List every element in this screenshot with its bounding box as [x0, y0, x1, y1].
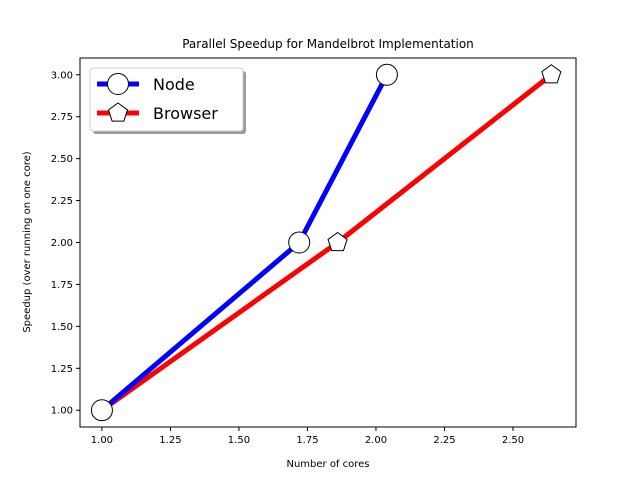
series-point-node-1 [288, 231, 311, 254]
plot-frame [79, 57, 577, 428]
x-tick-label-1: 1.25 [159, 435, 181, 446]
series-point-browser-1 [327, 231, 348, 252]
legend-marker-node [107, 73, 129, 95]
chart-title: Parallel Speedup for Mandelbrot Implemen… [182, 37, 474, 51]
y-tick-label-5: 2.25 [51, 196, 73, 207]
y-tick-label-1: 1.25 [51, 364, 73, 375]
x-tick-label-0: 1.00 [91, 435, 113, 446]
x-tick-label-2: 1.50 [228, 435, 250, 446]
legend: Node Browser [89, 67, 246, 134]
legend-label-node: Node [153, 75, 195, 94]
legend-label-browser: Browser [153, 104, 218, 123]
x-tick-label-5: 2.25 [433, 435, 455, 446]
series-point-node-2 [375, 63, 398, 86]
y-tick-label-8: 3.00 [51, 70, 73, 81]
series-point-node-0 [90, 399, 113, 422]
x-tick-label-4: 2.00 [365, 435, 387, 446]
y-tick-label-0: 1.00 [51, 406, 73, 417]
y-axis-label: Speedup (over running on one core) [22, 151, 33, 332]
legend-marker-browser [107, 102, 129, 122]
y-tick-label-3: 1.75 [51, 280, 73, 291]
y-tick-label-4: 2.00 [51, 238, 73, 249]
series-point-browser-2 [541, 64, 562, 84]
x-axis-label: Number of cores [286, 459, 369, 470]
plot-area: 1.00 1.25 1.50 1.75 2.00 2.25 2.50 1.00 1.25 1.50… [51, 63, 562, 446]
x-tick-label-6: 2.50 [502, 435, 524, 446]
y-tick-label-7: 2.75 [51, 112, 73, 123]
y-tick-label-2: 1.50 [51, 322, 73, 333]
y-tick-label-6: 2.50 [51, 154, 73, 165]
x-tick-label-3: 1.75 [296, 435, 318, 446]
